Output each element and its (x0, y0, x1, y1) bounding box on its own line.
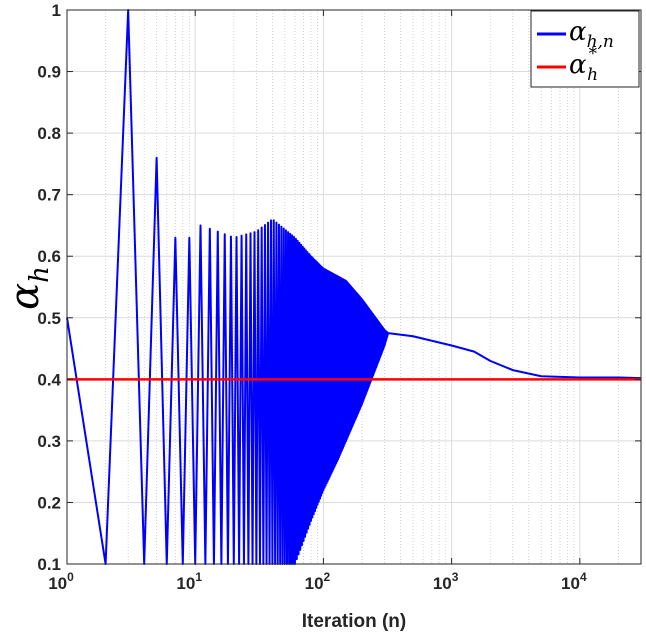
plot-background (67, 10, 641, 564)
y-tick-label: 0.7 (37, 186, 61, 205)
legend-box (530, 10, 640, 88)
legend: αh,n α * h (530, 10, 640, 88)
y-tick-labels: 0.1 0.2 0.3 0.4 0.5 0.6 0.7 0.8 0.9 1 (37, 1, 61, 574)
series-alpha-h-n-line (66, 9, 642, 565)
x-tick-labels: 100 101 102 103 104 (48, 570, 587, 593)
plot-frame (66, 9, 642, 565)
legend-label-series-1: αh,n (569, 17, 614, 52)
y-tick-label: 0.2 (37, 493, 61, 512)
series-layer (66, 9, 642, 565)
legend-label-series-2: α * h (569, 44, 598, 85)
y-tick-label: 0.1 (37, 555, 61, 574)
x-tick-label: 101 (176, 570, 202, 593)
y-tick-label: 0.8 (37, 124, 61, 143)
y-axis-label: αh (2, 266, 55, 310)
x-tick-label: 100 (48, 570, 74, 593)
x-tick-label: 102 (305, 570, 331, 593)
x-axis-label: Iteration (n) (302, 611, 407, 632)
y-tick-label: 1 (52, 1, 61, 20)
y-tick-label: 0.6 (37, 247, 61, 266)
y-tick-label: 0.9 (37, 63, 61, 82)
x-tick-label: 104 (561, 570, 587, 593)
x-tick-label: 103 (433, 570, 459, 593)
y-tick-label: 0.3 (37, 432, 61, 451)
y-tick-label: 0.5 (37, 309, 61, 328)
y-tick-label: 0.4 (37, 370, 61, 389)
